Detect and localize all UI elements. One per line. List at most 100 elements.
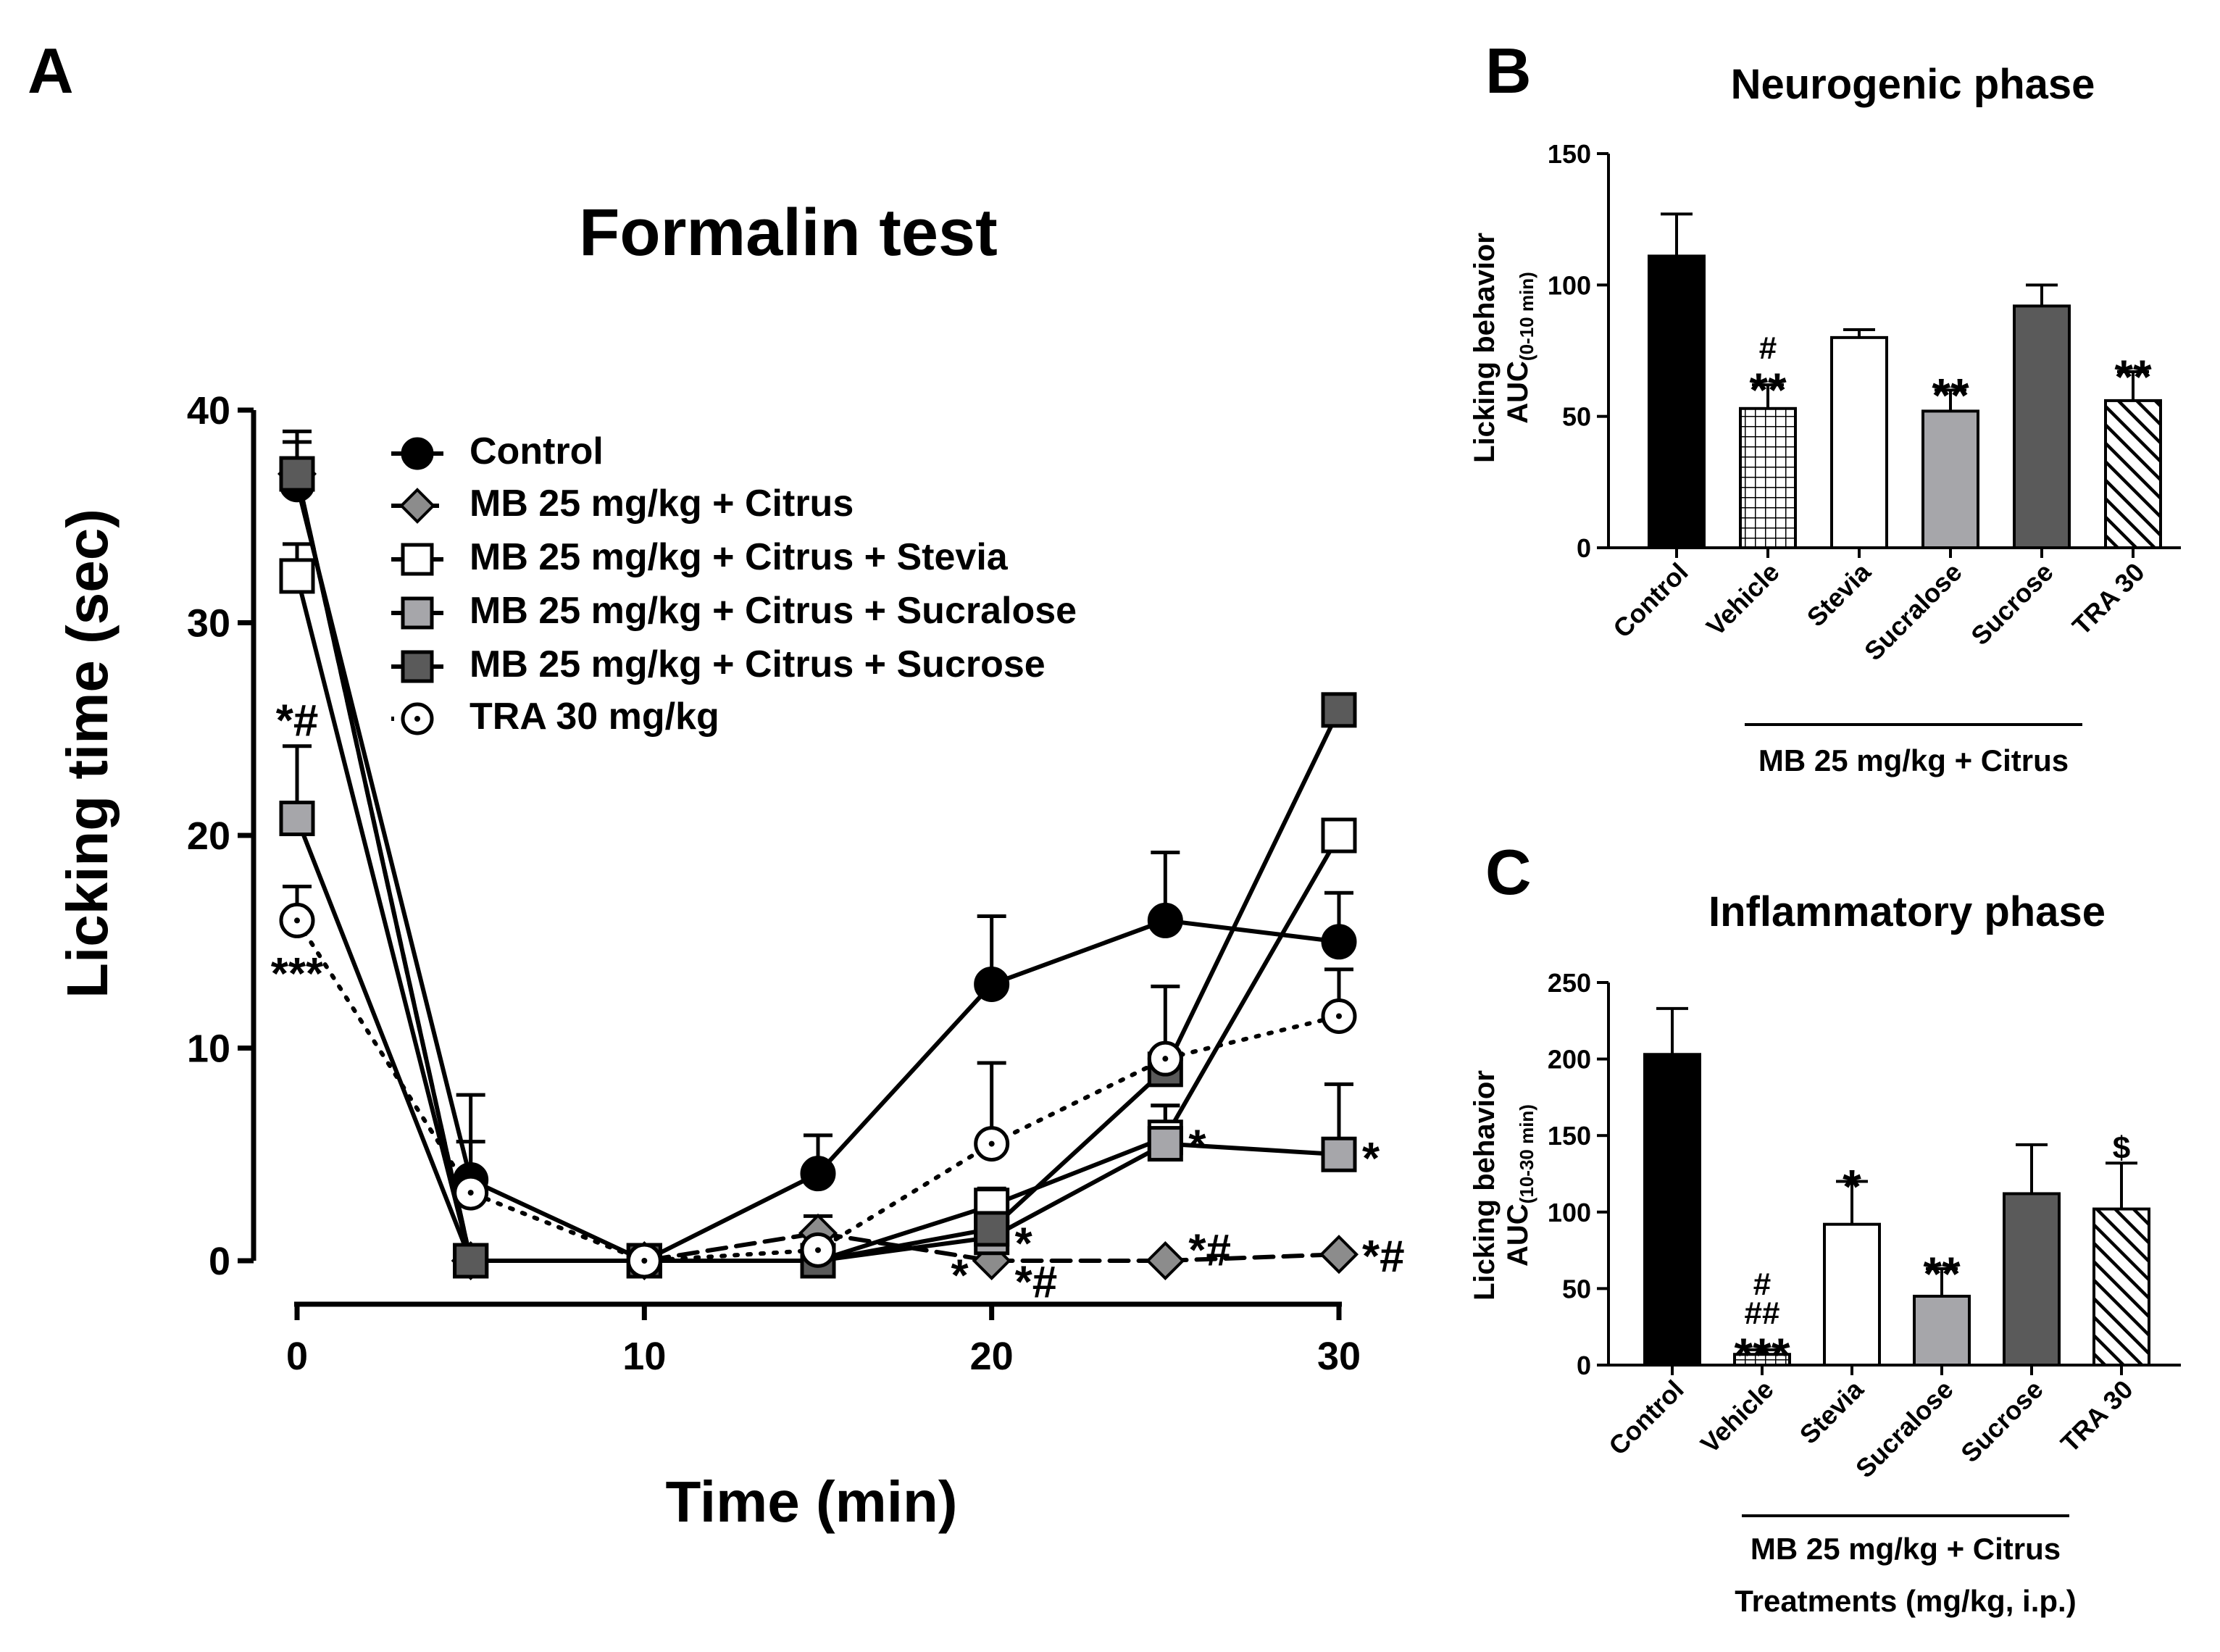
ytick-label: 150: [1548, 139, 1591, 169]
ytick-label: 100: [1548, 270, 1591, 300]
bar-control: [1648, 254, 1706, 549]
significance-mid-vehicle: ##: [1745, 1296, 1780, 1331]
data-point-mb-25-mg-kg-citrus-sucrose: [279, 456, 315, 492]
significance-tra-30: $: [2113, 1130, 2130, 1166]
chart-b-ylabel-auc: AUC(0-10 min): [1502, 272, 1537, 423]
panel-c: C Inflammatory phase Licking behavior AU…: [1469, 836, 2181, 1618]
bar-stevia: [1830, 335, 1888, 549]
bar-vehicle: [1733, 1353, 1791, 1367]
data-point-mb-25-mg-kg-citrus-sucrose: [1321, 692, 1357, 728]
panel-letter-b: B: [1485, 35, 1532, 107]
significance-mark: ***: [271, 949, 324, 999]
legend-item-citrus: MB 25 mg/kg + Citrus: [391, 483, 854, 525]
data-point-tra-30-mg-kg-dot: [1336, 1013, 1342, 1019]
category-label-stevia: Stevia: [1794, 1374, 1870, 1450]
bar-vehicle: [1739, 406, 1797, 550]
bar-sucralose: [1921, 409, 1979, 549]
chart-a-axes: 0 10 20 30 40 0 10 20 30: [187, 389, 1361, 1378]
chart-a-ytick-label: 40: [187, 389, 230, 433]
data-point-control: [800, 1156, 836, 1192]
legend-label-stevia: MB 25 mg/kg + Citrus + Stevia: [470, 536, 1009, 578]
significance-mark: *#: [1015, 1257, 1058, 1307]
legend-marker-mb-25-mg-kg-citrus-sucralose: [401, 596, 434, 630]
chart-c-xlabel: Treatments (mg/kg, i.p.): [1735, 1584, 2076, 1618]
legend-marker-tra-30-mg-kg: [401, 702, 434, 735]
data-point-control: [1321, 924, 1357, 960]
legend-label-sucrose: MB 25 mg/kg + Citrus + Sucrose: [470, 643, 1046, 685]
significance-stevia: *: [1843, 1160, 1861, 1214]
legend-item-stevia: MB 25 mg/kg + Citrus + Stevia: [391, 536, 1009, 578]
panel-a: A Formalin test Time (min) Licking time …: [28, 35, 1405, 1534]
chart-a-xtick-label: 10: [622, 1335, 666, 1378]
data-point-mb-25-mg-kg-citrus-sucralose: [1147, 1126, 1183, 1162]
chart-a-ytick-label: 20: [187, 814, 230, 858]
data-point-mb-25-mg-kg-citrus-sucralose: [1321, 1136, 1357, 1172]
significance-mark: *#: [1362, 1232, 1405, 1282]
legend-label-tra: TRA 30 mg/kg: [470, 696, 719, 738]
legend-item-sucralose: MB 25 mg/kg + Citrus + Sucralose: [391, 590, 1077, 632]
data-point-tra-30-mg-kg-dot: [815, 1247, 821, 1253]
category-label-sucralose: Sucralose: [1850, 1374, 1959, 1484]
significance-mark: *: [1362, 1134, 1380, 1184]
data-point-mb-25-mg-kg-citrus: [1319, 1235, 1359, 1275]
chart-b-group-label: MB 25 mg/kg + Citrus: [1758, 743, 2069, 777]
significance-mark: *#: [276, 696, 319, 746]
category-label-control: Control: [1603, 1374, 1689, 1461]
bar-control: [1643, 1053, 1701, 1367]
chart-c-ylabel: Licking behavior: [1469, 1070, 1501, 1301]
chart-a-xtick-label: 0: [286, 1335, 308, 1378]
data-point-tra-30-mg-kg: [1321, 998, 1357, 1034]
category-label-tra-30: TRA 30: [2066, 557, 2150, 641]
category-label-vehicle: Vehicle: [1695, 1374, 1779, 1459]
legend-item-sucrose: MB 25 mg/kg + Citrus + Sucrose: [391, 643, 1046, 685]
data-point-tra-30-mg-kg-dot: [641, 1258, 648, 1264]
data-point-mb-25-mg-kg-citrus-sucralose: [279, 801, 315, 837]
chart-b-title: Neurogenic phase: [1731, 61, 2095, 108]
series-line-tra-30-mg-kg: [295, 918, 1341, 1263]
legend-item-control: Control: [391, 430, 604, 472]
chart-a-annotations: *#******#*#* **#: [271, 696, 1405, 1308]
data-point-mb-25-mg-kg-citrus: [1146, 1240, 1185, 1281]
chart-a-ytick-label: 10: [187, 1027, 230, 1071]
data-point-tra-30-mg-kg-dot: [294, 917, 300, 924]
bar-stevia: [1823, 1222, 1881, 1367]
significance-sucralose: **: [1932, 368, 1969, 422]
chart-a-xtick-label: 20: [970, 1335, 1014, 1378]
chart-a-plot-area: [277, 429, 1359, 1281]
data-point-control: [974, 966, 1010, 1002]
legend-marker-mb-25-mg-kg-citrus: [399, 488, 435, 524]
data-point-mb-25-mg-kg-citrus-stevia: [279, 558, 315, 594]
category-label-sucralose: Sucralose: [1858, 557, 1968, 667]
category-label-sucrose: Sucrose: [1965, 557, 2058, 651]
category-label-control: Control: [1607, 557, 1693, 643]
data-point-tra-30-mg-kg: [974, 1126, 1010, 1162]
ytick-label: 150: [1548, 1121, 1591, 1151]
chart-c-title: Inflammatory phase: [1708, 888, 2106, 935]
significance-mark: *: [1188, 1122, 1206, 1172]
significance-top-vehicle: #: [1753, 1267, 1771, 1302]
ytick-label: 0: [1577, 533, 1591, 563]
legend-marker-mb-25-mg-kg-citrus-sucrose: [401, 650, 434, 683]
data-point-mb-25-mg-kg-citrus-sucrose: [974, 1211, 1010, 1247]
category-label-stevia: Stevia: [1801, 556, 1877, 633]
legend-item-tra: TRA 30 mg/kg: [391, 696, 719, 738]
significance-mark: *: [951, 1251, 969, 1301]
significance-vehicle: ***: [1734, 1328, 1790, 1382]
ytick-label: 50: [1562, 1274, 1591, 1303]
chart-a-legend: Control MB 25 mg/kg + Citrus MB 25 mg/kg…: [391, 430, 1077, 738]
data-point-tra-30-mg-kg: [1147, 1040, 1183, 1077]
bar-sucrose: [2013, 304, 2071, 549]
data-point-tra-30-mg-kg-dot: [467, 1190, 474, 1196]
significance-sucralose: **: [1923, 1247, 1961, 1301]
ytick-label: 200: [1548, 1045, 1591, 1075]
legend-marker-control: [401, 437, 434, 470]
chart-a-title: Formalin test: [579, 196, 998, 270]
chart-c-group: MB 25 mg/kg + Citrus Treatments (mg/kg, …: [1735, 1514, 2077, 1618]
data-point-mb-25-mg-kg-citrus-sucrose: [453, 1243, 489, 1279]
category-label-sucrose: Sucrose: [1955, 1374, 2048, 1468]
bar-tra-30: [2104, 399, 2162, 550]
ytick-label: 0: [1577, 1351, 1591, 1380]
ytick-label: 50: [1562, 402, 1591, 432]
significance-top-vehicle: #: [1759, 330, 1777, 366]
